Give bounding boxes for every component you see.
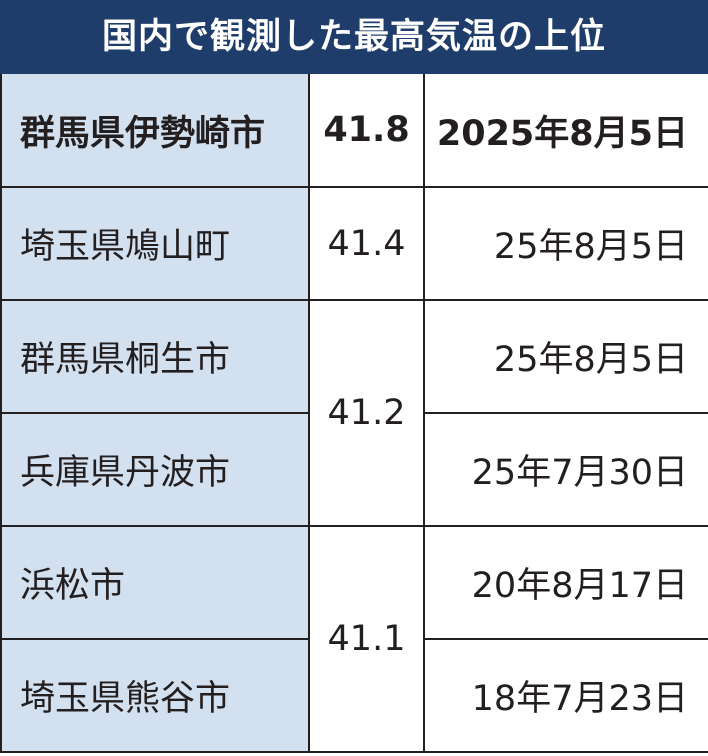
- place-cell: 埼玉県熊谷市: [0, 638, 310, 753]
- date-cell: 18年7月23日: [423, 638, 708, 753]
- place-cell: 群馬県伊勢崎市: [0, 74, 310, 188]
- table-row: 群馬県桐生市 41.2 25年8月5日: [0, 299, 708, 527]
- date-cell: 2025年8月5日: [423, 74, 708, 188]
- date-cell: 25年8月5日: [423, 186, 708, 301]
- place-cell: 群馬県桐生市: [0, 299, 310, 414]
- place-cell: 埼玉県鳩山町: [0, 186, 310, 301]
- date-cell: 25年8月5日: [423, 299, 708, 414]
- temperature-cell: 41.1: [308, 525, 425, 753]
- place-cell: 浜松市: [0, 525, 310, 640]
- table-row: 浜松市 41.1 20年8月17日: [0, 525, 708, 753]
- table-row: 兵庫県丹波市 25年7月30日: [0, 412, 708, 527]
- temperature-ranking-table: 群馬県伊勢崎市 41.8 2025年8月5日 埼玉県鳩山町 41.4 25年8月…: [0, 74, 708, 753]
- date-cell: 20年8月17日: [423, 525, 708, 640]
- table-row: 群馬県伊勢崎市 41.8 2025年8月5日: [0, 74, 708, 188]
- table-title: 国内で観測した最高気温の上位: [0, 0, 708, 74]
- table-row: 埼玉県鳩山町 41.4 25年8月5日: [0, 186, 708, 301]
- temperature-cell: 41.2: [308, 299, 425, 527]
- date-cell: 25年7月30日: [423, 412, 708, 527]
- temperature-cell: 41.8: [308, 74, 425, 188]
- place-cell: 兵庫県丹波市: [0, 412, 310, 527]
- table-row: 埼玉県熊谷市 18年7月23日: [0, 638, 708, 753]
- temperature-cell: 41.4: [308, 186, 425, 301]
